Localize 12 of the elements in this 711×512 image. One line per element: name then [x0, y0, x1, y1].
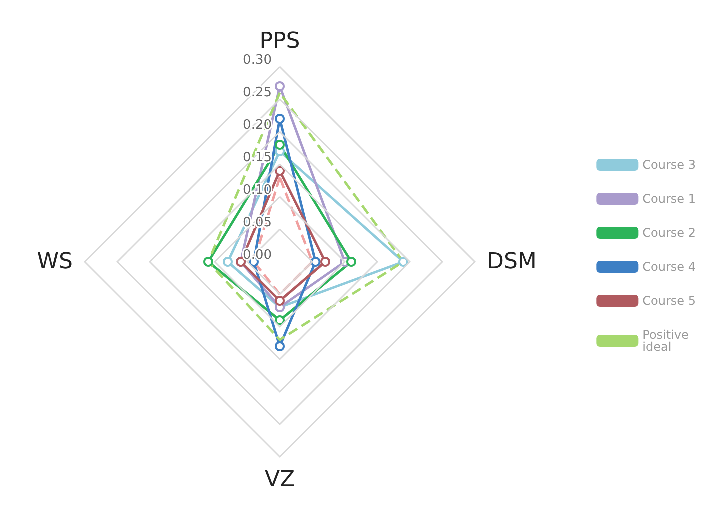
legend-label: Course 4: [642, 260, 696, 274]
legend-label: Course 3: [642, 158, 696, 172]
spoke-label: VZ: [264, 468, 296, 492]
spoke-label: WS: [37, 250, 73, 274]
y-tick-label: 0.30: [243, 53, 272, 68]
legend-label: Course 1: [642, 192, 696, 206]
spoke-label: DSM: [487, 250, 537, 274]
legend-label: Course 5: [642, 294, 696, 308]
legend-label: Positive ideal: [642, 328, 693, 354]
y-tick-label: 0.25: [243, 86, 272, 100]
legend-label: Course 2: [642, 226, 696, 240]
spoke-label: PPS: [260, 29, 300, 54]
